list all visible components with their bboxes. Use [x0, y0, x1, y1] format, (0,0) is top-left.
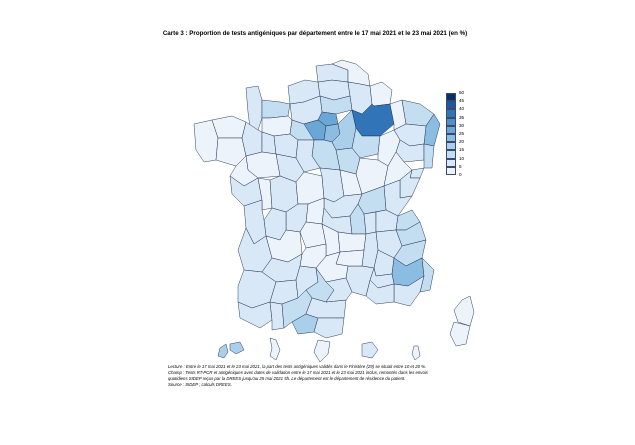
legend-swatch	[446, 125, 456, 134]
dep-06	[419, 257, 435, 293]
legend-label: 45	[459, 98, 465, 104]
dep-36	[295, 171, 325, 205]
dep-971	[217, 341, 245, 359]
dep-976	[411, 345, 421, 361]
note-source: Source : SIDEP ; calculs DREES.	[168, 382, 232, 388]
dep-08	[369, 81, 393, 107]
dep-68	[423, 143, 435, 169]
legend-row: 25	[446, 130, 476, 143]
note-lecture: Lecture : Entre le 17 mai 2021 et le 23 …	[168, 364, 427, 369]
dep-65	[269, 301, 285, 331]
legend-row: 45	[446, 98, 476, 110]
legend-row: 5	[446, 163, 476, 175]
legend-row: 40	[446, 106, 476, 118]
map-legend: 50 45 40 35 30 25 20 15 10 5 0	[446, 90, 476, 177]
legend-row: 20	[446, 139, 476, 151]
map-title: Carte 3 : Proportion de tests antigéniqu…	[162, 30, 468, 37]
legend-swatch	[446, 166, 456, 175]
dep-48	[335, 249, 365, 267]
dep-2a	[449, 321, 471, 347]
legend-row: 35	[446, 114, 476, 126]
dep-43	[337, 231, 367, 253]
dep-973	[313, 339, 331, 363]
legend-row: 15	[446, 147, 476, 159]
legend-row: 10	[446, 155, 476, 167]
legend-label: 30	[459, 122, 465, 128]
legend-label: 35	[459, 114, 465, 120]
dep-90	[409, 167, 425, 179]
legend-label: 5	[459, 163, 462, 169]
legend-swatch	[446, 93, 456, 102]
dep-50	[245, 85, 263, 131]
legend-label: 10	[459, 155, 465, 161]
legend-label: 40	[459, 106, 465, 112]
dep-34	[325, 277, 353, 303]
legend-label: 0	[459, 172, 462, 177]
dep-2b	[453, 295, 475, 327]
map-notes: Lecture : Entre le 17 mai 2021 et le 23 …	[168, 364, 488, 388]
legend-label: 15	[459, 147, 465, 153]
dep-19	[299, 221, 327, 249]
dep-66	[313, 317, 345, 339]
note-champ-2: quotidiens SIDEP reçus par la DREES jusq…	[168, 376, 406, 382]
dep-974	[361, 341, 379, 359]
legend-row: 50	[446, 90, 476, 102]
legend-swatch	[446, 142, 456, 151]
dep-61	[261, 115, 293, 137]
legend-label: 25	[459, 130, 465, 136]
dep-14	[261, 99, 291, 119]
legend-swatch	[446, 117, 456, 126]
legend-swatch	[446, 158, 456, 167]
dep-22	[211, 115, 247, 139]
dep-69	[363, 211, 377, 235]
legend-row: 30	[446, 122, 476, 134]
dep-79	[257, 177, 273, 211]
legend-swatch	[446, 133, 456, 143]
legend-label: 20	[459, 139, 465, 145]
legend-swatch	[446, 101, 456, 110]
legend-swatch	[446, 150, 456, 159]
dep-972	[269, 337, 281, 361]
legend-swatch	[446, 109, 456, 118]
legend-label: 50	[459, 90, 465, 95]
note-champ-1: Champ : Tests RT-PCR et antigéniques ave…	[168, 370, 428, 376]
